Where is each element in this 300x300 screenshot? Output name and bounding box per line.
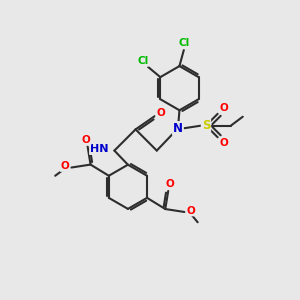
Text: S: S [202,119,210,132]
Text: O: O [219,103,228,113]
Text: Cl: Cl [137,56,148,66]
Text: O: O [156,108,165,118]
Text: O: O [165,179,174,189]
Text: O: O [187,206,195,215]
Text: O: O [219,138,228,148]
Text: N: N [173,122,183,135]
Text: O: O [61,161,69,171]
Text: Cl: Cl [179,38,190,48]
Text: O: O [82,135,91,145]
Text: HN: HN [90,144,109,154]
